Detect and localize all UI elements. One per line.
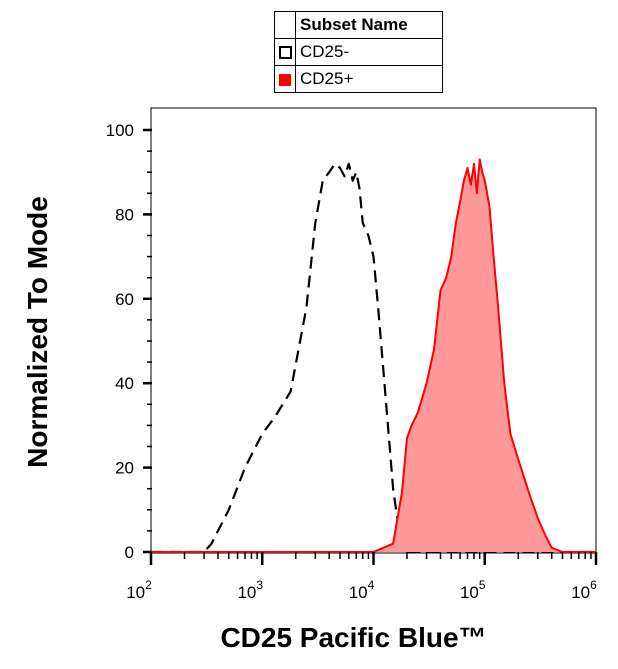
- y-tick-label: 80: [115, 205, 134, 224]
- y-tick-label: 0: [125, 543, 134, 562]
- plot-frame: [150, 107, 597, 554]
- x-tick-label: 105: [460, 578, 486, 602]
- y-tick-label: 20: [115, 459, 134, 478]
- open-square-icon: [278, 46, 292, 60]
- x-axis-title: CD25 Pacific Blue™: [220, 622, 486, 653]
- legend: Subset Name CD25- CD25+: [274, 11, 443, 93]
- legend-entry: CD25+: [274, 65, 443, 93]
- legend-entry-label: CD25+: [295, 65, 443, 93]
- x-tick-label: 106: [571, 578, 597, 602]
- series-line-CD25+: [151, 158, 596, 553]
- series-fill-CD25+: [151, 159, 596, 552]
- y-axis-title: Normalized To Mode: [22, 196, 53, 468]
- x-tick-label: 102: [126, 578, 152, 602]
- y-tick-label: 60: [115, 290, 134, 309]
- legend-swatch-cell: [274, 38, 296, 66]
- y-tick-label: 40: [115, 374, 134, 393]
- legend-header-row: Subset Name: [274, 11, 443, 39]
- x-tick-label: 104: [349, 578, 375, 602]
- legend-entry: CD25-: [274, 38, 443, 66]
- y-tick-label: 100: [106, 121, 134, 140]
- filled-red-square-icon: [279, 73, 291, 86]
- legend-entry-label: CD25-: [295, 38, 443, 66]
- x-tick-label: 103: [237, 578, 263, 602]
- legend-header: Subset Name: [295, 11, 443, 39]
